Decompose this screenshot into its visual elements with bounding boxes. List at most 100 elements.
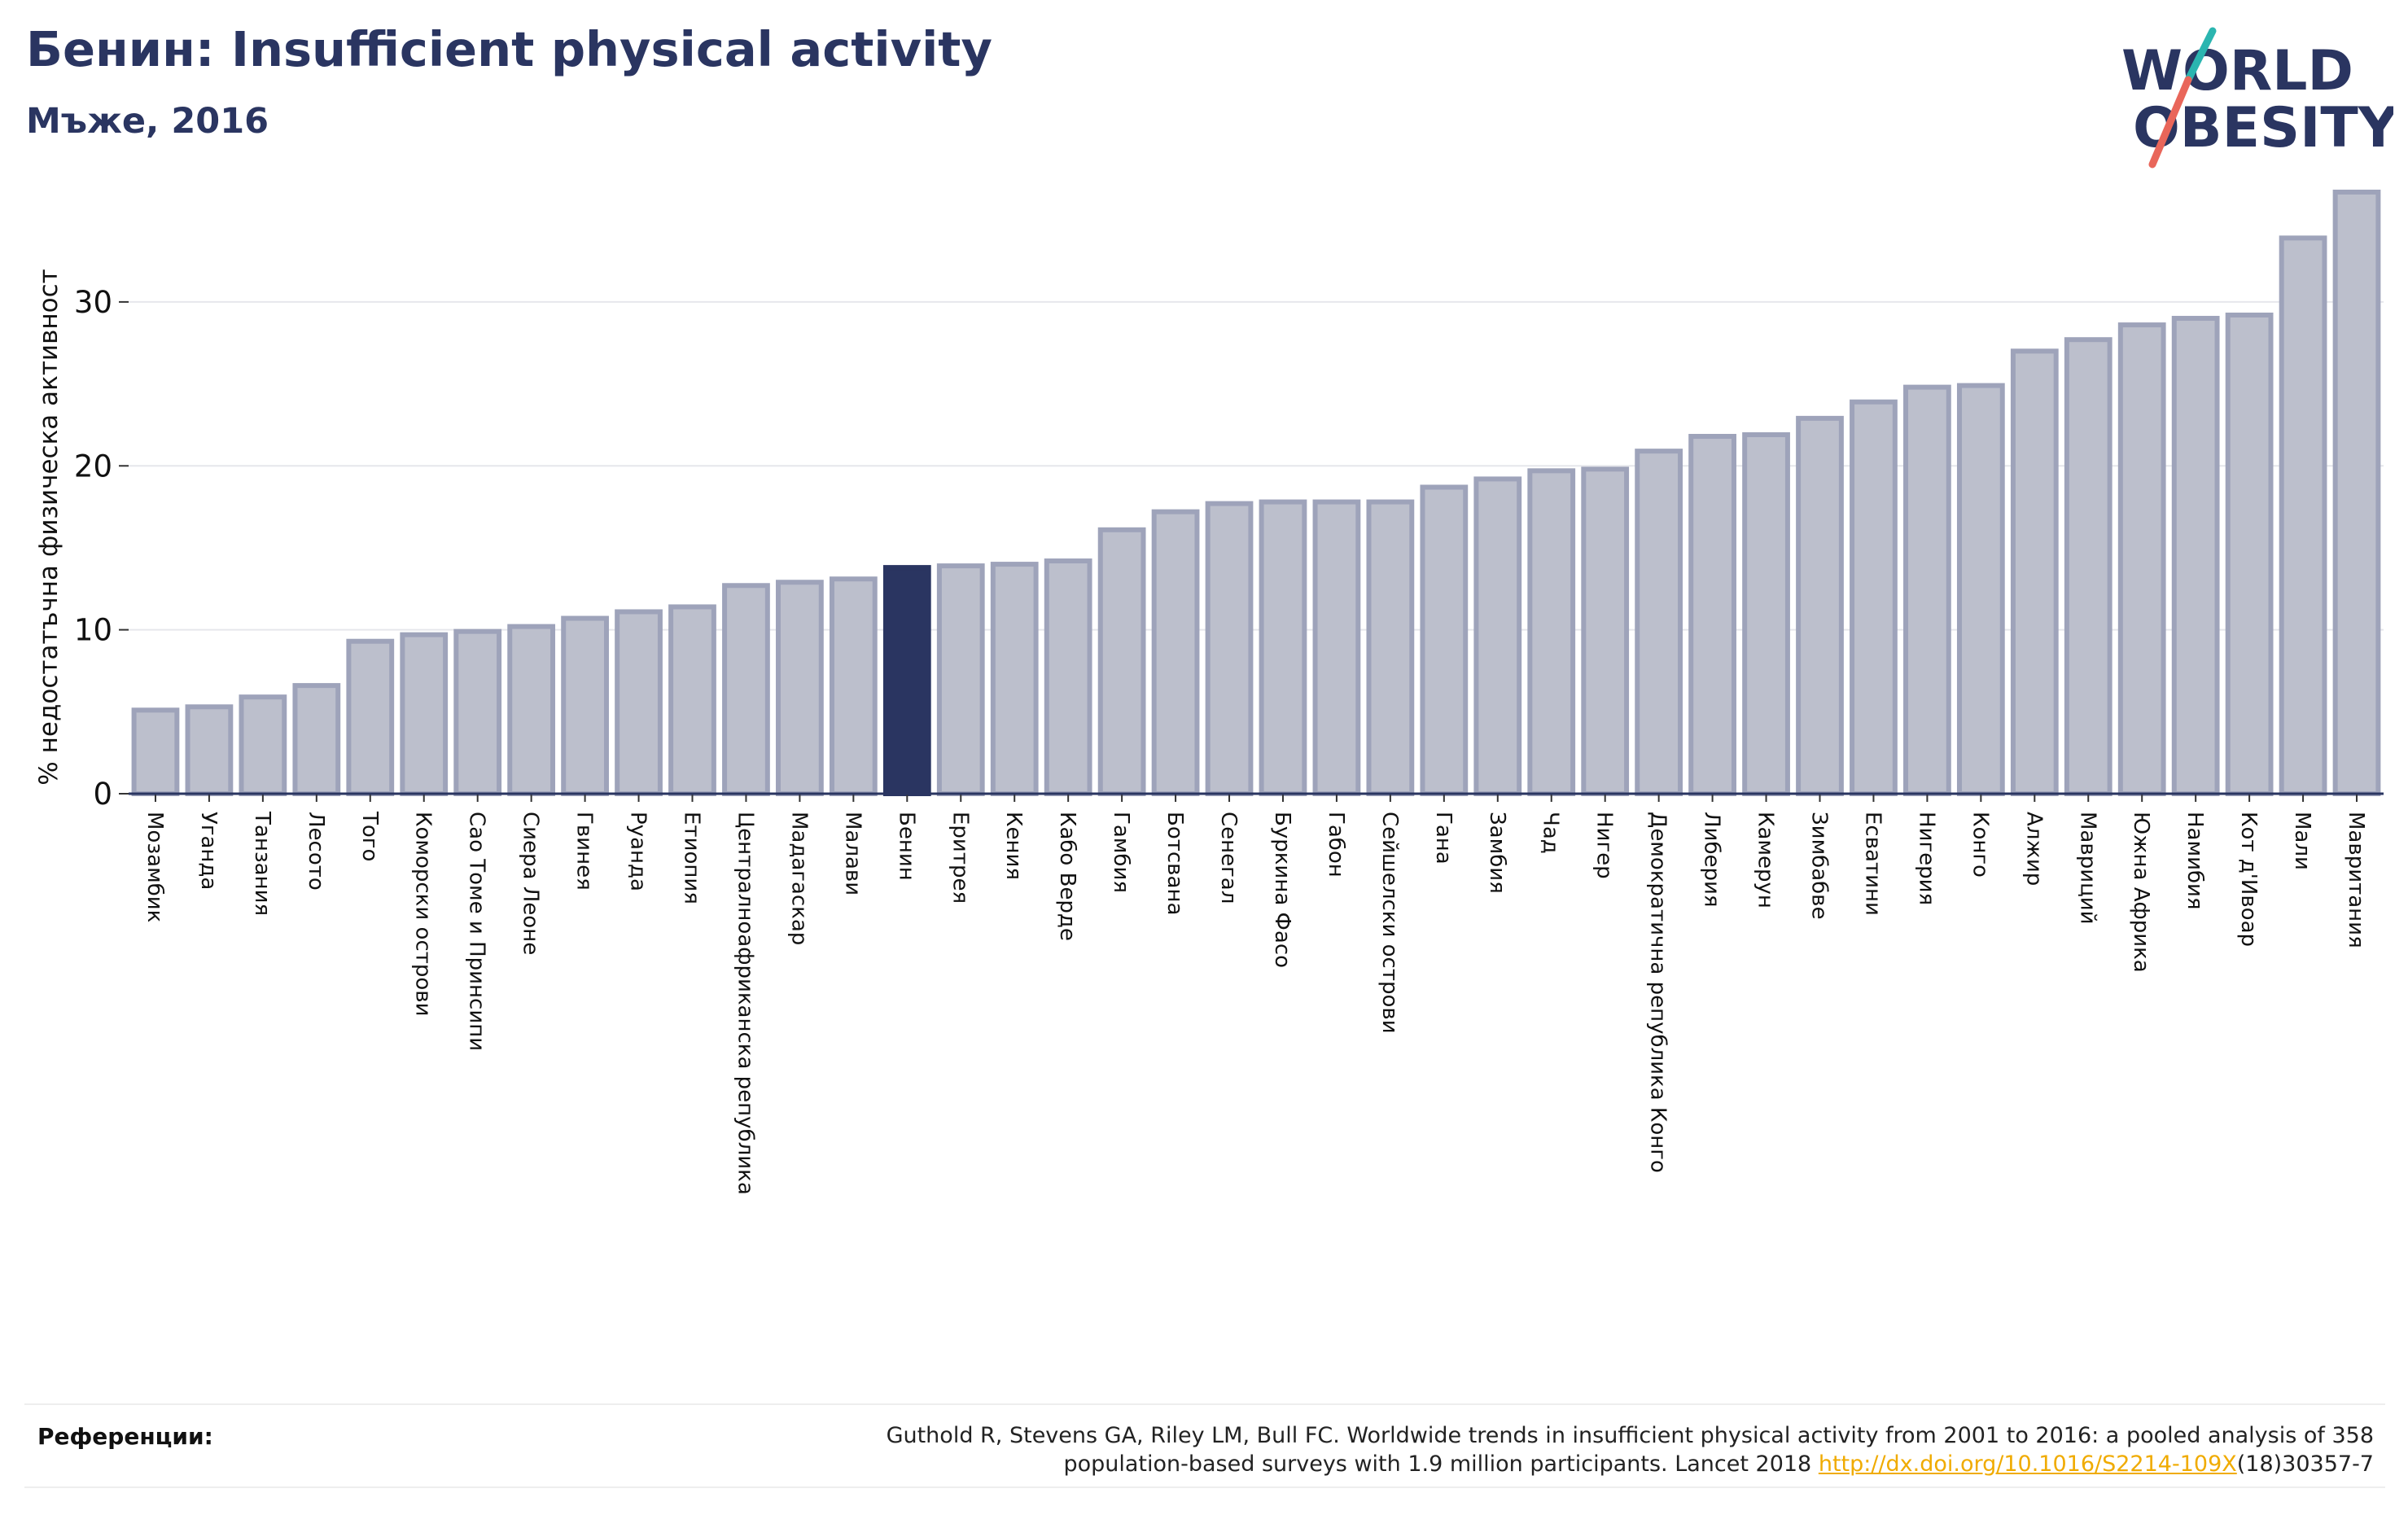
x-tick-label: Кения: [1001, 812, 1026, 880]
reference-line-2: population-based surveys with 1.9 millio…: [664, 1450, 2374, 1478]
x-tick-label: Нигерия: [1914, 812, 1938, 905]
x-tick-label: Конго: [1968, 812, 1992, 878]
x-tick-label: Гамбия: [1109, 812, 1133, 893]
bar: [1044, 558, 1092, 796]
y-tick-label: 30: [74, 285, 112, 320]
bar: [990, 562, 1039, 797]
bar: [2010, 348, 2059, 796]
bar: [131, 707, 180, 797]
x-tick-label: Мавритания: [2344, 812, 2368, 948]
x-tick-label: Мавриций: [2075, 812, 2099, 925]
bar: [2064, 337, 2112, 796]
x-tick-label: Ботсвана: [1162, 812, 1187, 915]
reference-line-1: Guthold R, Stevens GA, Riley LM, Bull FC…: [886, 1423, 2374, 1448]
x-tick-label: Еритрея: [948, 812, 972, 904]
bar: [185, 704, 234, 797]
bar: [1742, 432, 1790, 796]
reference-doi-link[interactable]: http://dx.doi.org/10.1016/S2214-109X: [1818, 1451, 2237, 1477]
bar: [615, 609, 663, 796]
bar: [2117, 322, 2166, 796]
x-tick-label: Либерия: [1700, 812, 1724, 908]
bar: [776, 580, 824, 796]
bar: [1473, 476, 1522, 796]
bar: [561, 615, 609, 796]
bar: [1420, 484, 1469, 796]
x-tick-label: Коморски острови: [411, 812, 436, 1017]
x-tick-label: Мадагаскар: [786, 812, 811, 945]
logo-teal-slash: [2184, 27, 2217, 84]
bar: [829, 576, 878, 797]
x-tick-label: Мали: [2290, 812, 2314, 870]
bar: [1259, 499, 1307, 796]
references-footer: Референции: Guthold R, Stevens GA, Riley…: [24, 1403, 2385, 1488]
bar: [1366, 499, 1415, 796]
bar: [239, 694, 287, 796]
logo-coral-slash: [2148, 76, 2192, 169]
x-tick-label: Есватини: [1860, 812, 1885, 916]
page-subtitle: Мъже, 2016: [26, 101, 269, 142]
x-tick-label: Лесото: [304, 812, 328, 891]
bar: [1956, 383, 2005, 796]
x-tick-label: Гвинея: [572, 812, 597, 891]
logo-text-world: WORLD: [2121, 39, 2353, 103]
bar: [1850, 399, 1898, 796]
x-tick-label: Того: [357, 811, 382, 861]
bar: [400, 632, 449, 796]
bar: [292, 683, 341, 796]
x-tick-label: Демократична република Конго: [1646, 812, 1670, 1173]
bar: [1796, 415, 1844, 797]
bar: [1097, 527, 1146, 796]
x-tick-label: Бенин: [894, 812, 918, 881]
bar: [507, 624, 556, 796]
bar-highlight: [882, 565, 931, 797]
x-tick-label: Чад: [1539, 812, 1563, 854]
bar-chart: 0 10 20 30 % недостатъчна физическа активнос…: [34, 189, 2384, 1195]
x-tick-label: Руанда: [626, 812, 650, 891]
x-tick-label: Зимбабве: [1807, 812, 1832, 920]
y-tick-label: 0: [93, 777, 112, 812]
x-tick-label: Замбия: [1485, 812, 1509, 894]
y-axis-label: % недостатъчна физическа активност: [34, 269, 63, 785]
x-tick-label: Танзания: [250, 811, 274, 916]
x-tick-label: Нигер: [1592, 812, 1617, 879]
x-tick-label: Сенегал: [1216, 812, 1241, 904]
bar: [1312, 499, 1361, 796]
x-tick-label: Мозамбик: [142, 812, 167, 922]
x-tick-label: Алжир: [2021, 812, 2046, 886]
reference-suffix: (18)30357-7: [2236, 1451, 2374, 1477]
bar: [1903, 384, 1951, 796]
bar: [1527, 468, 1576, 797]
bar: [668, 604, 716, 796]
x-tick-label: Гана: [1431, 812, 1456, 865]
page-title: Бенин: Insufficient physical activity: [26, 21, 992, 77]
bar: [2171, 316, 2220, 796]
x-tick-label: Габон: [1324, 812, 1348, 878]
bar: [2225, 313, 2274, 796]
x-tick-label: Етиопия: [680, 812, 704, 904]
y-tick-label: 20: [74, 449, 112, 484]
reference-text: Guthold R, Stevens GA, Riley LM, Bull FC…: [664, 1421, 2374, 1478]
references-label: Референции:: [37, 1423, 213, 1450]
bar: [722, 583, 770, 796]
bar: [1205, 501, 1254, 796]
x-tick-label: Уганда: [196, 812, 221, 890]
x-tick-label: Малави: [840, 812, 865, 895]
x-tick-label: Южна Африка: [2129, 812, 2153, 973]
x-tick-label: Кот д'Ивоар: [2236, 812, 2261, 947]
x-tick-label: Сейшелски острови: [1377, 812, 1402, 1034]
bar: [2332, 189, 2381, 796]
x-tick-label: Централноафриканска република: [733, 812, 757, 1195]
reference-line-2-prefix: population-based surveys with 1.9 millio…: [1063, 1451, 1819, 1477]
x-tick-label: Буркина Фасо: [1270, 812, 1294, 968]
world-obesity-logo: WORLD OBESITY: [2121, 27, 2393, 169]
bar: [1581, 466, 1630, 796]
x-tick-label: Кабо Верде: [1055, 812, 1079, 941]
x-tick-label: Намибия: [2183, 812, 2207, 910]
x-tick-label: Сиера Леоне: [519, 812, 543, 955]
bar: [1635, 449, 1683, 796]
bar: [2279, 235, 2327, 797]
x-tick-label: Камерун: [1753, 812, 1778, 908]
x-tick-label: Сао Томе и Принсипи: [465, 812, 489, 1051]
bar: [936, 563, 985, 796]
bar: [453, 628, 502, 797]
